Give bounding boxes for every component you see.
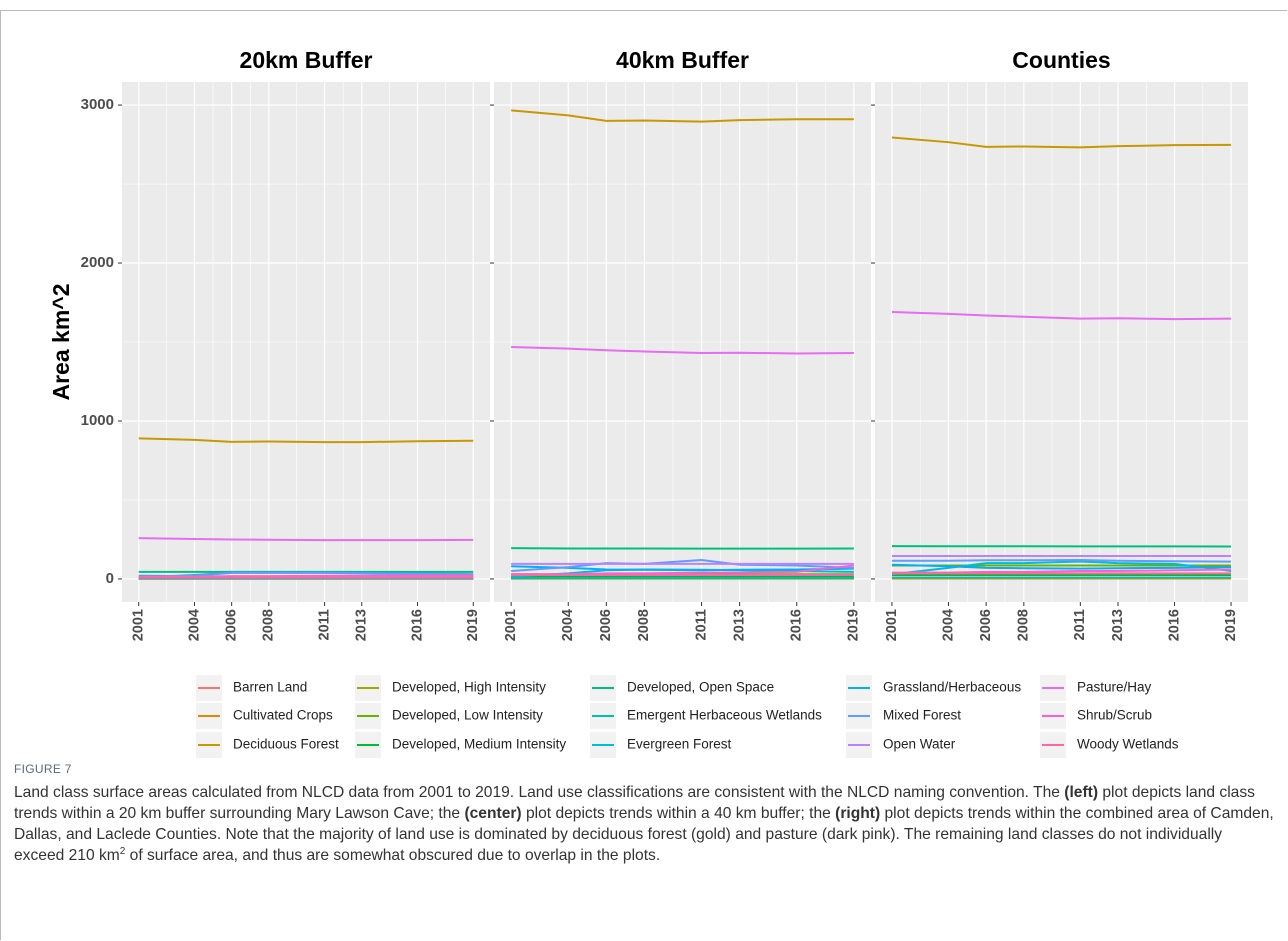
legend-label: Cultivated Crops bbox=[233, 708, 333, 723]
series-line bbox=[138, 537, 474, 542]
series-line bbox=[138, 571, 474, 578]
superscript: 2 bbox=[119, 845, 126, 857]
legend-label: Emergent Herbaceous Wetlands bbox=[627, 708, 822, 723]
x-tick-label: 2013 bbox=[354, 609, 370, 641]
y-tick-label: 3000 bbox=[81, 96, 114, 113]
x-tick-label: 2019 bbox=[1223, 609, 1239, 641]
x-tick-label: 2013 bbox=[731, 609, 747, 641]
legend-label: Barren Land bbox=[233, 680, 307, 695]
facet-title: Counties bbox=[1012, 47, 1110, 73]
series-line bbox=[891, 558, 1232, 563]
caption-text: plot depicts trends within the combined … bbox=[14, 805, 1274, 864]
caption-text: of surface area, and thus are somewhat o… bbox=[125, 847, 661, 864]
x-tick-label: 2004 bbox=[186, 609, 202, 641]
legend-label: Developed, High Intensity bbox=[392, 680, 546, 695]
series-line bbox=[511, 565, 854, 572]
x-tick-label: 2008 bbox=[636, 609, 652, 641]
y-tick-label: 1000 bbox=[81, 412, 114, 429]
frame bbox=[0, 10, 1287, 940]
legend-label: Developed, Medium Intensity bbox=[392, 737, 566, 752]
x-tick-label: 2006 bbox=[978, 609, 994, 641]
caption-text: plot depicts land class trends within a … bbox=[14, 784, 1255, 822]
x-tick-label: 2001 bbox=[131, 609, 147, 641]
series-line bbox=[891, 136, 1232, 149]
legend-label: Woody Wetlands bbox=[1077, 737, 1179, 752]
y-axis-title: Area km^2 bbox=[48, 284, 74, 401]
x-tick-label: 2019 bbox=[465, 609, 481, 641]
legend-label: Shrub/Scrub bbox=[1077, 708, 1152, 723]
series-line bbox=[511, 346, 854, 355]
x-tick-label: 2011 bbox=[1072, 609, 1088, 640]
facet-title: 20km Buffer bbox=[240, 47, 373, 73]
legend-item: Evergreen Forest bbox=[590, 732, 732, 758]
legend-item: Woody Wetlands bbox=[1040, 732, 1179, 758]
legend-label: Mixed Forest bbox=[883, 708, 961, 723]
legend-item: Pasture/Hay bbox=[1040, 675, 1152, 701]
legend-label: Pasture/Hay bbox=[1077, 680, 1152, 695]
series-line bbox=[891, 563, 1232, 570]
facet-title: 40km Buffer bbox=[616, 47, 749, 73]
legend-item: Developed, High Intensity bbox=[355, 675, 546, 701]
legend-item: Developed, Open Space bbox=[590, 675, 774, 701]
legend-label: Deciduous Forest bbox=[233, 737, 339, 752]
legend-label: Evergreen Forest bbox=[627, 737, 732, 752]
series-line bbox=[138, 574, 474, 578]
x-tick-label: 2008 bbox=[261, 609, 277, 641]
x-tick-label: 2004 bbox=[560, 609, 576, 641]
figure-label: FIGURE 7 bbox=[14, 762, 72, 776]
bold-text: (left) bbox=[1064, 784, 1099, 801]
x-tick-label: 2016 bbox=[409, 609, 425, 641]
series-line bbox=[511, 558, 854, 573]
x-tick-label: 2004 bbox=[940, 609, 956, 641]
x-tick-label: 2016 bbox=[1166, 609, 1182, 641]
y-tick-label: 0 bbox=[106, 570, 114, 587]
legend-item: Grassland/Herbaceous bbox=[846, 675, 1021, 701]
x-tick-label: 2019 bbox=[846, 609, 862, 641]
y-tick-label: 2000 bbox=[81, 254, 114, 271]
x-tick-label: 2011 bbox=[693, 609, 709, 640]
series-line bbox=[891, 310, 1232, 321]
legend-item: Deciduous Forest bbox=[196, 732, 339, 758]
legend-label: Developed, Open Space bbox=[627, 680, 774, 695]
x-tick-label: 2011 bbox=[316, 609, 332, 640]
legend-label: Developed, Low Intensity bbox=[392, 708, 543, 723]
x-tick-label: 2013 bbox=[1110, 609, 1126, 641]
legend-item: Developed, Medium Intensity bbox=[355, 732, 566, 758]
chart: 20km Buffer 0 1000 2000 3000 2001 2004 2006 2008… bbox=[48, 47, 1248, 758]
x-tick-label: 2006 bbox=[598, 609, 614, 641]
legend-item: Developed, Low Intensity bbox=[355, 703, 543, 729]
bold-text: (center) bbox=[464, 805, 522, 822]
legend-item: Barren Land bbox=[196, 675, 307, 701]
x-tick-label: 2001 bbox=[884, 609, 900, 641]
legend-label: Grassland/Herbaceous bbox=[883, 680, 1021, 695]
bold-text: (right) bbox=[835, 805, 881, 822]
legend-item: Open Water bbox=[846, 732, 956, 758]
legend-item: Emergent Herbaceous Wetlands bbox=[590, 703, 822, 729]
series-line bbox=[511, 109, 854, 123]
x-tick-label: 2001 bbox=[503, 609, 519, 641]
caption-text: plot depicts trends within a 40 km buffe… bbox=[521, 805, 836, 822]
x-tick-label: 2016 bbox=[789, 609, 805, 641]
x-tick-label: 2008 bbox=[1016, 609, 1032, 641]
caption-text: Land class surface areas calculated from… bbox=[14, 784, 1065, 801]
figure-caption: Land class surface areas calculated from… bbox=[14, 782, 1276, 866]
legend-item: Cultivated Crops bbox=[196, 703, 333, 729]
legend-item: Mixed Forest bbox=[846, 703, 961, 729]
series-line bbox=[138, 437, 474, 444]
x-tick-label: 2006 bbox=[223, 609, 239, 641]
legend-item: Shrub/Scrub bbox=[1040, 703, 1152, 729]
legend-label: Open Water bbox=[883, 737, 956, 752]
